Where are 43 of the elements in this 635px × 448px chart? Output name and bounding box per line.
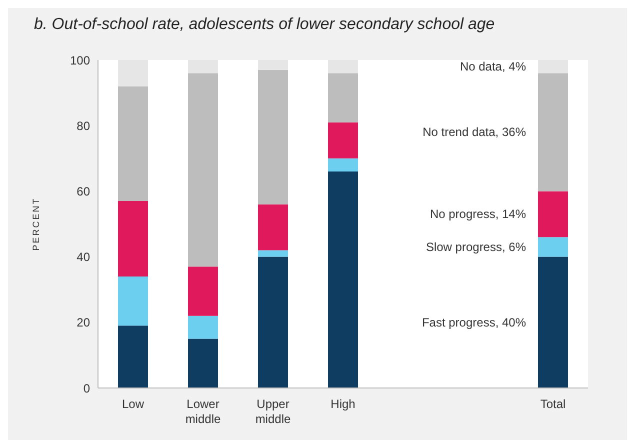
bar xyxy=(328,158,358,172)
y-tick-label: 20 xyxy=(76,316,90,330)
bar xyxy=(188,266,218,316)
y-tick-label: 60 xyxy=(76,184,90,198)
bar xyxy=(118,60,148,86)
bar xyxy=(258,250,288,257)
bar xyxy=(258,70,288,204)
series-label: No data, 4% xyxy=(460,60,526,74)
y-tick-label: 100 xyxy=(70,53,90,68)
bar xyxy=(188,60,218,74)
chart-title: b. Out-of-school rate, adolescents of lower secondary school age xyxy=(34,16,495,34)
bar xyxy=(118,86,148,202)
bar xyxy=(118,276,148,326)
y-axis-title: PERCENT xyxy=(31,197,42,251)
y-tick-label: 40 xyxy=(76,250,90,264)
bar xyxy=(258,204,288,250)
y-tick-label: 0 xyxy=(83,381,90,396)
x-tick-label: Upper middle xyxy=(255,397,291,426)
series-label: Slow progress, 6% xyxy=(426,240,526,254)
bar xyxy=(538,237,568,257)
series-label: No trend data, 36% xyxy=(422,125,526,140)
x-tick-label: Lower middle xyxy=(185,397,221,426)
bar xyxy=(118,326,148,388)
bar xyxy=(258,60,288,70)
bar xyxy=(188,338,218,388)
bar xyxy=(328,60,358,74)
x-tick-label: Low xyxy=(122,397,144,411)
bar xyxy=(258,256,288,388)
bar xyxy=(188,316,218,339)
bar xyxy=(538,191,568,238)
y-tick-label: 80 xyxy=(76,118,90,133)
bar xyxy=(538,60,568,74)
bar xyxy=(328,73,358,122)
series-label: No progress, 14% xyxy=(430,207,526,222)
bar xyxy=(328,172,358,388)
series-label: Fast progress, 40% xyxy=(422,315,526,330)
x-tick-label: Total xyxy=(540,397,566,411)
x-tick-label: High xyxy=(330,397,356,411)
bar xyxy=(538,73,568,192)
bar xyxy=(118,201,148,276)
bar xyxy=(188,73,218,267)
bar xyxy=(538,256,568,388)
bar xyxy=(328,122,358,158)
